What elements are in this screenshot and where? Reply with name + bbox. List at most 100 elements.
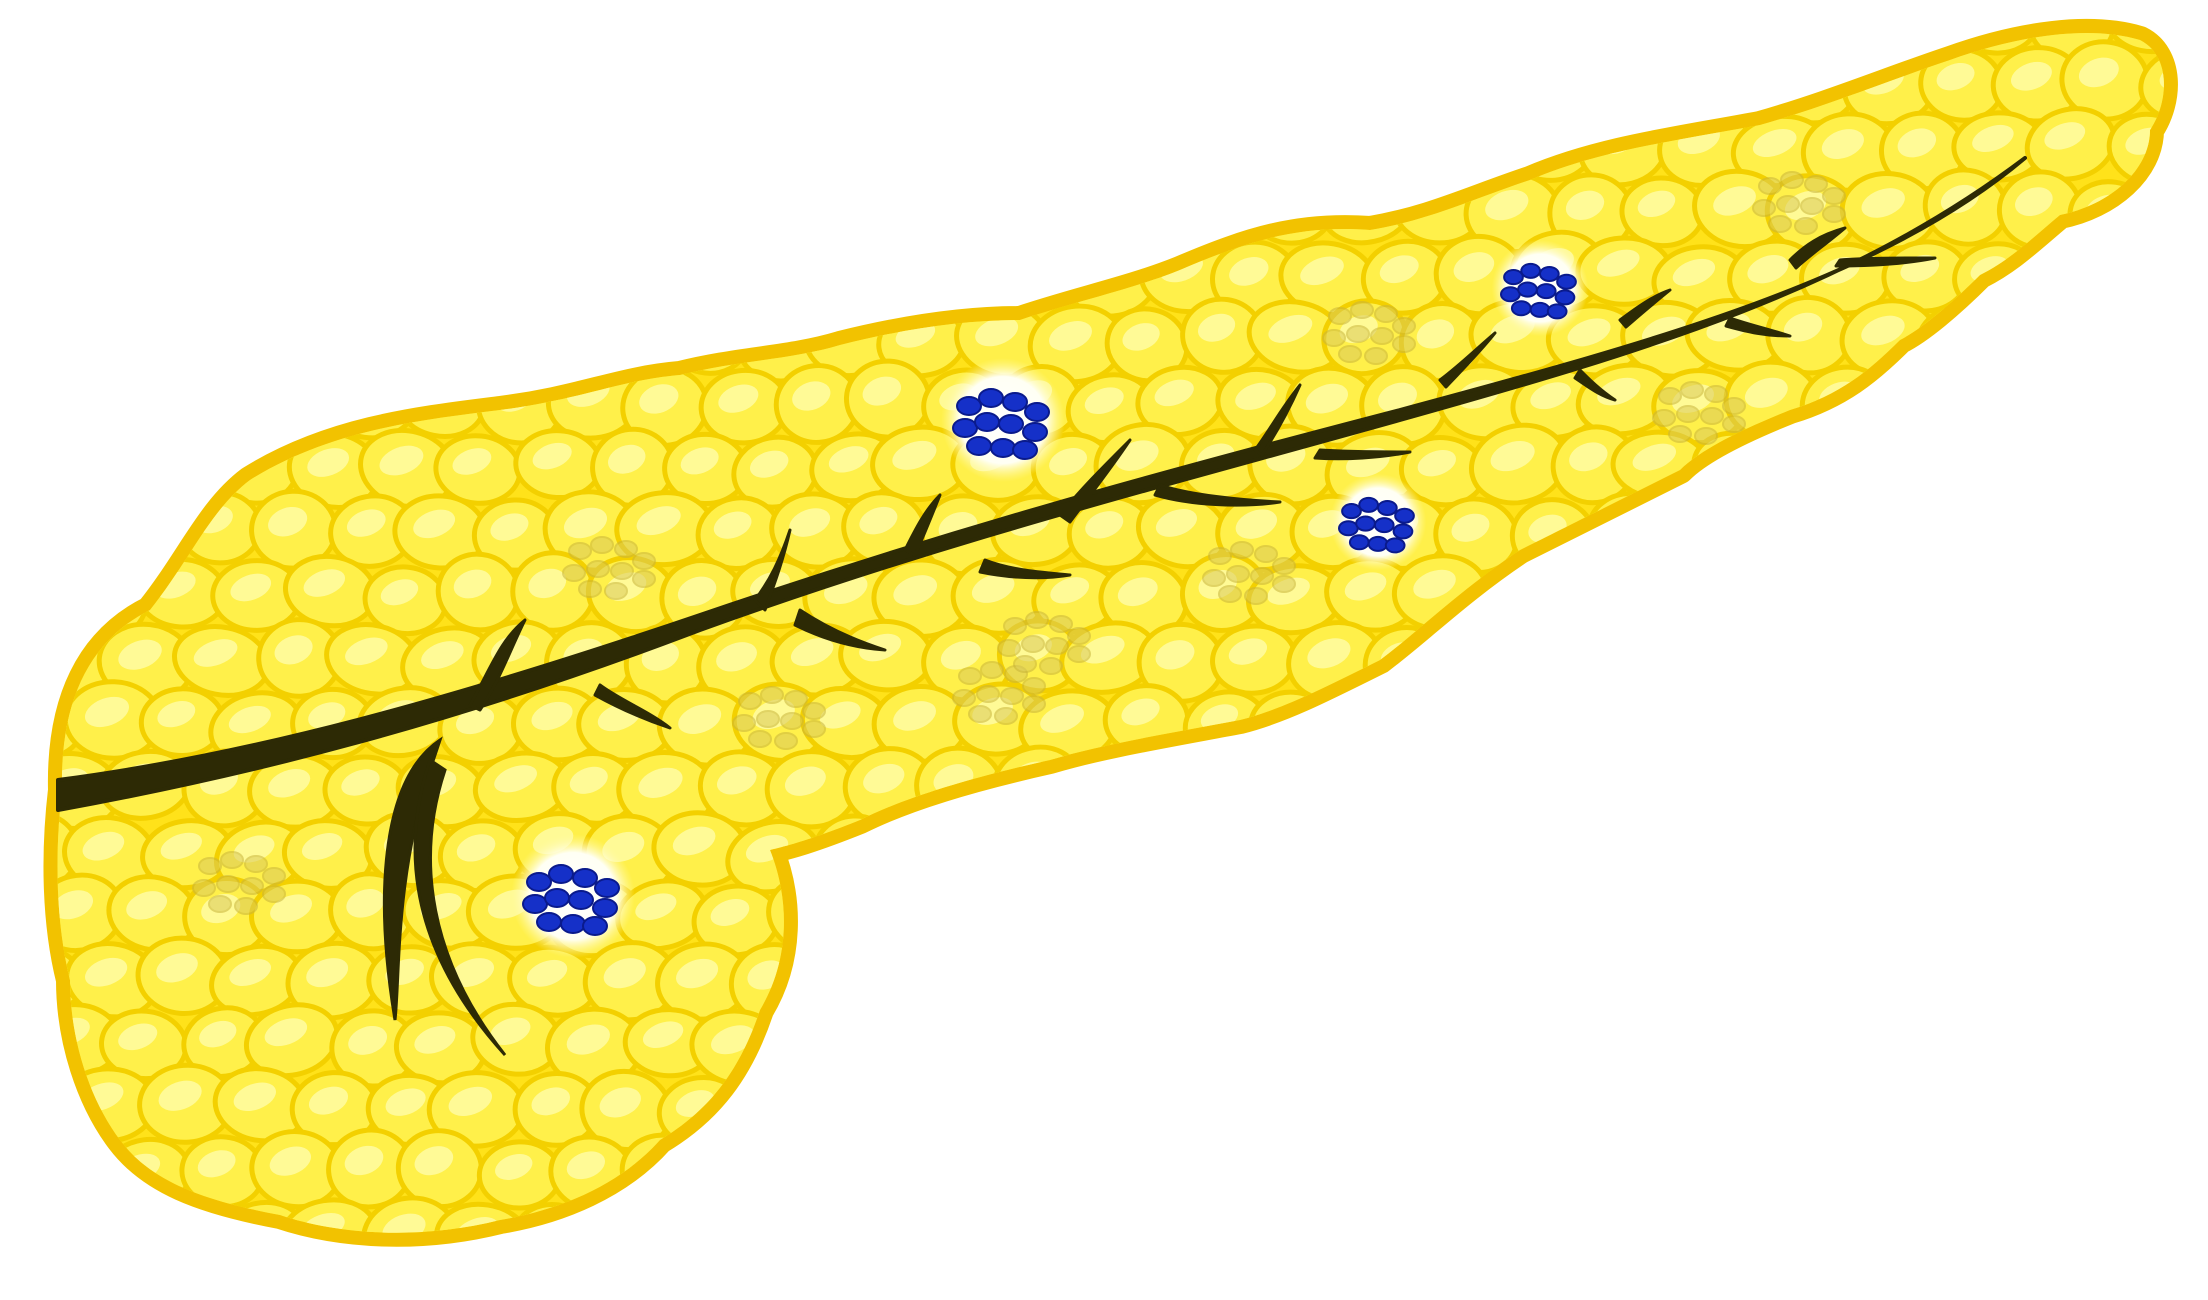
faded-islet-cell <box>780 712 804 730</box>
lobule <box>437 818 527 894</box>
lobule-highlight <box>385 1088 426 1116</box>
faded-islet-cell <box>1704 385 1728 403</box>
lobule-highlight <box>1229 257 1269 286</box>
lobule-highlight <box>790 638 834 667</box>
faded-islet-cell <box>1000 687 1024 705</box>
lobule-highlight <box>940 640 981 670</box>
lobule-highlight <box>1040 704 1084 733</box>
faded-islet-cell <box>980 661 1004 679</box>
faded-islet-cell <box>968 705 992 723</box>
lobule-highlight <box>2078 57 2119 88</box>
faded-islet-cell <box>748 730 772 748</box>
duct-branch <box>1438 331 1497 389</box>
islet-cell <box>1012 440 1038 460</box>
lobule-highlight <box>1050 577 1090 604</box>
lobule-highlight <box>893 701 936 731</box>
lobule <box>324 622 421 697</box>
lobule-highlight <box>230 573 272 602</box>
faded-islet <box>952 661 1046 725</box>
faded-islet-cell <box>774 732 798 750</box>
duct-branch <box>1618 288 1672 329</box>
faded-islet-cell <box>610 562 634 580</box>
faded-islet-cell <box>262 867 286 885</box>
lobule-highlight <box>784 766 826 796</box>
faded-islet-cell <box>1722 415 1746 433</box>
islet-cell <box>1367 535 1389 552</box>
lobule <box>871 683 970 764</box>
lobule-highlight <box>1972 124 2014 152</box>
lobule <box>656 686 755 768</box>
lobule-highlight <box>1049 321 1092 351</box>
faded-islet-cell <box>1067 645 1091 663</box>
lobule-highlight <box>635 893 677 921</box>
lobule <box>870 424 971 503</box>
lobule <box>1360 238 1450 316</box>
faded-islet-cell <box>1392 317 1416 335</box>
islet-cell <box>1002 392 1028 412</box>
faded-islet-cell <box>604 582 628 600</box>
faded-islet <box>997 611 1091 675</box>
faded-islet-cell <box>632 570 656 588</box>
faded-islet-cell <box>1364 347 1388 365</box>
lobule-highlight <box>636 506 681 536</box>
lobule <box>243 1002 340 1079</box>
faded-islet-cell <box>1025 611 1049 629</box>
islet-cell <box>572 868 598 888</box>
islet-cell <box>1384 537 1406 554</box>
faded-islet-cell <box>1218 585 1242 603</box>
lobule-highlight <box>193 639 238 667</box>
lobule-highlight <box>1235 382 1276 410</box>
islet-cell <box>1500 286 1521 303</box>
lobule-highlight <box>1155 640 1195 670</box>
lobule-highlight <box>1596 249 1640 277</box>
lobule-highlight <box>677 576 717 607</box>
faded-islet-cell <box>1800 197 1824 215</box>
lobule-highlight <box>569 766 608 794</box>
duct-branch <box>593 683 672 730</box>
islet-cell <box>1510 300 1532 317</box>
lobule-highlight <box>348 1025 388 1055</box>
islet-cell <box>1535 283 1557 300</box>
islet-cell <box>1539 265 1560 282</box>
faded-islet-cell <box>1022 695 1046 713</box>
lobule-highlight <box>301 833 343 860</box>
faded-islet-cell <box>1804 175 1828 193</box>
lobule-highlight <box>1713 186 1756 216</box>
lobule-highlight <box>157 701 196 728</box>
lobule-highlight <box>526 959 568 987</box>
lobule-highlight <box>718 384 759 413</box>
lobule-highlight <box>1154 379 1194 407</box>
faded-islet-cell <box>1250 567 1274 585</box>
faded-islet-cell <box>1322 329 1346 347</box>
lobule-highlight <box>1084 387 1124 415</box>
faded-islet-cell <box>1776 195 1800 213</box>
lobule-highlight <box>453 569 492 599</box>
lobule <box>513 428 604 501</box>
faded-islet-cell <box>732 714 756 732</box>
islet-cell <box>990 438 1016 458</box>
islet-cell <box>1338 520 1359 537</box>
faded-islet-cell <box>738 692 762 710</box>
lobule-highlight <box>1861 315 1905 346</box>
lobule-highlight <box>1228 638 1268 665</box>
faded-islet-cell <box>1652 409 1676 427</box>
lobule <box>99 1008 189 1082</box>
lobule-highlight <box>1861 188 1905 218</box>
faded-islet-cell <box>216 875 240 893</box>
lobule-highlight <box>1416 319 1455 349</box>
lobule-highlight <box>1744 377 1788 408</box>
lobule-highlight <box>344 1145 384 1176</box>
lobule-highlight <box>828 446 869 473</box>
lobule <box>428 941 528 1020</box>
faded-islet-cell <box>784 690 808 708</box>
faded-islet-cell <box>952 689 976 707</box>
lobule-highlight <box>308 702 346 729</box>
faded-islet-cell <box>976 685 1000 703</box>
lobule <box>281 818 375 891</box>
duct-accessory-branch <box>413 757 507 1057</box>
lobule-highlight <box>160 832 202 860</box>
lobule-highlight <box>2044 122 2086 150</box>
lobule-highlight <box>268 768 311 798</box>
lobule-highlight <box>1485 189 1529 221</box>
